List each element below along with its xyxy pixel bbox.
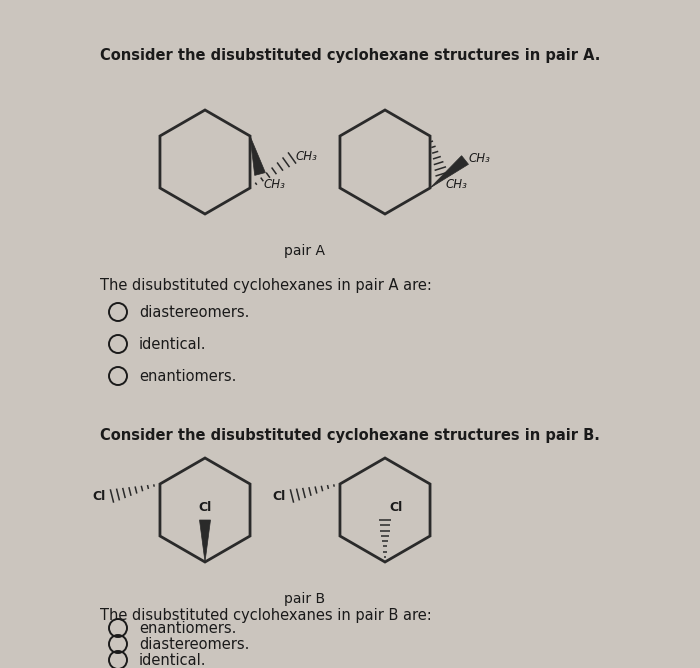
Text: CH₃: CH₃: [263, 178, 285, 191]
Polygon shape: [250, 136, 265, 176]
Text: enantiomers.: enantiomers.: [139, 369, 237, 383]
Polygon shape: [199, 520, 211, 562]
Text: identical.: identical.: [139, 653, 206, 667]
Text: Consider the disubstituted cyclohexane structures in pair B.: Consider the disubstituted cyclohexane s…: [100, 428, 600, 443]
Text: Cl: Cl: [273, 490, 286, 502]
Text: pair B: pair B: [284, 592, 326, 606]
Text: CH₃: CH₃: [445, 178, 467, 191]
Text: The disubstituted cyclohexanes in pair B are:: The disubstituted cyclohexanes in pair B…: [100, 608, 432, 623]
Text: Cl: Cl: [92, 490, 106, 502]
Text: Cl: Cl: [389, 501, 402, 514]
Text: enantiomers.: enantiomers.: [139, 621, 237, 635]
Text: Consider the disubstituted cyclohexane structures in pair A.: Consider the disubstituted cyclohexane s…: [100, 48, 601, 63]
Text: identical.: identical.: [139, 337, 206, 351]
Polygon shape: [430, 156, 468, 188]
Text: diastereomers.: diastereomers.: [139, 637, 249, 651]
Text: pair A: pair A: [284, 244, 326, 258]
Text: The disubstituted cyclohexanes in pair A are:: The disubstituted cyclohexanes in pair A…: [100, 278, 432, 293]
Text: diastereomers.: diastereomers.: [139, 305, 249, 319]
Text: CH₃: CH₃: [295, 150, 317, 162]
Text: CH₃: CH₃: [468, 152, 490, 164]
Text: Cl: Cl: [198, 501, 211, 514]
